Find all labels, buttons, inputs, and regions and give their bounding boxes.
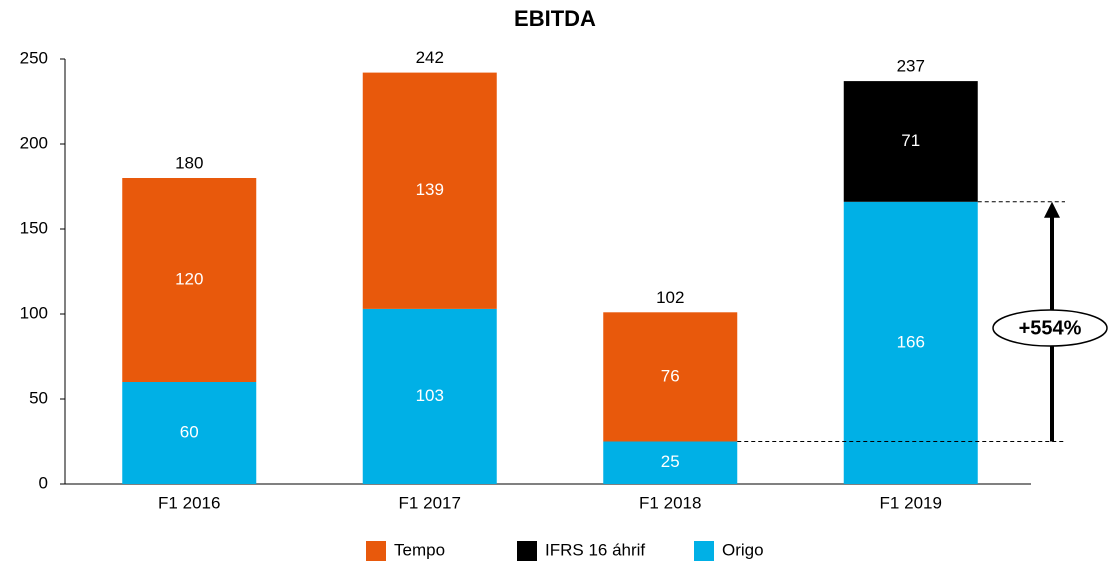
y-tick-label: 250: [20, 48, 48, 67]
chart-title: EBITDA: [514, 6, 596, 31]
bar-segment: [843, 201, 978, 485]
segment-label: 60: [180, 422, 199, 441]
bar-segment: [603, 441, 738, 484]
legend-label: Origo: [722, 540, 764, 559]
legend-swatch: [517, 541, 537, 561]
segment-label: 103: [416, 386, 444, 405]
segment-label: 120: [175, 269, 203, 288]
total-label: 237: [897, 57, 925, 76]
segment-label: 76: [661, 366, 680, 385]
y-tick-label: 50: [29, 388, 48, 407]
segment-label: 71: [901, 131, 920, 150]
bar-segment: [362, 308, 497, 484]
x-tick-label: F1 2018: [639, 493, 701, 512]
legend-swatch: [694, 541, 714, 561]
bar-segment: [603, 312, 738, 442]
segment-label: 25: [661, 452, 680, 471]
total-label: 180: [175, 153, 203, 172]
bar-segment: [362, 72, 497, 309]
annotation-bubble: [992, 309, 1108, 347]
x-tick-label: F1 2017: [399, 493, 461, 512]
total-label: 102: [656, 288, 684, 307]
x-tick-label: F1 2019: [880, 493, 942, 512]
arrow-head: [1044, 201, 1060, 218]
legend-label: IFRS 16 áhrif: [545, 540, 645, 559]
y-tick-label: 0: [39, 473, 48, 492]
annotation: +554%: [1019, 317, 1082, 339]
y-tick-label: 100: [20, 303, 48, 322]
total-label: 242: [416, 48, 444, 67]
bar-segment: [122, 178, 257, 382]
y-tick-label: 150: [20, 218, 48, 237]
y-tick-label: 200: [20, 133, 48, 152]
legend-swatch: [366, 541, 386, 561]
legend-label: Tempo: [394, 540, 445, 559]
bar-segment: [122, 382, 257, 484]
segment-label: 166: [897, 332, 925, 351]
bar-segment: [843, 81, 978, 202]
x-tick-label: F1 2016: [158, 493, 220, 512]
segment-label: 139: [416, 180, 444, 199]
